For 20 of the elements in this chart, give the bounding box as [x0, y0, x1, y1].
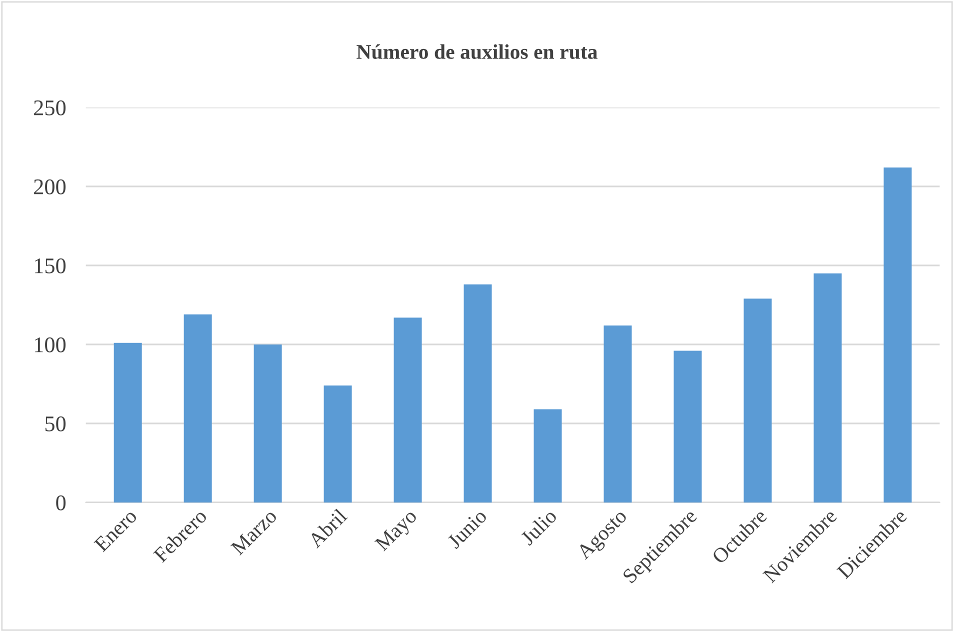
- y-tick-label: 0: [56, 495, 66, 510]
- y-tick-label: 250: [34, 100, 66, 116]
- bar: [324, 386, 352, 502]
- bar: [604, 325, 632, 502]
- bar: [744, 298, 772, 502]
- y-tick-label: 50: [45, 416, 66, 432]
- y-tick-label: 200: [34, 179, 66, 194]
- bar: [254, 344, 282, 502]
- bar: [114, 342, 142, 502]
- bar: [184, 314, 212, 502]
- bar: [394, 318, 422, 502]
- bar: [884, 167, 912, 502]
- bar: [534, 409, 562, 502]
- bar: [464, 284, 492, 502]
- bar: [674, 350, 702, 502]
- bar: [814, 273, 842, 502]
- chart-title: Número de auxilios en ruta: [356, 44, 598, 59]
- y-tick-label: 100: [35, 337, 66, 352]
- x-tick-label: Julio: [519, 508, 558, 546]
- y-tick-label: 150: [35, 258, 66, 274]
